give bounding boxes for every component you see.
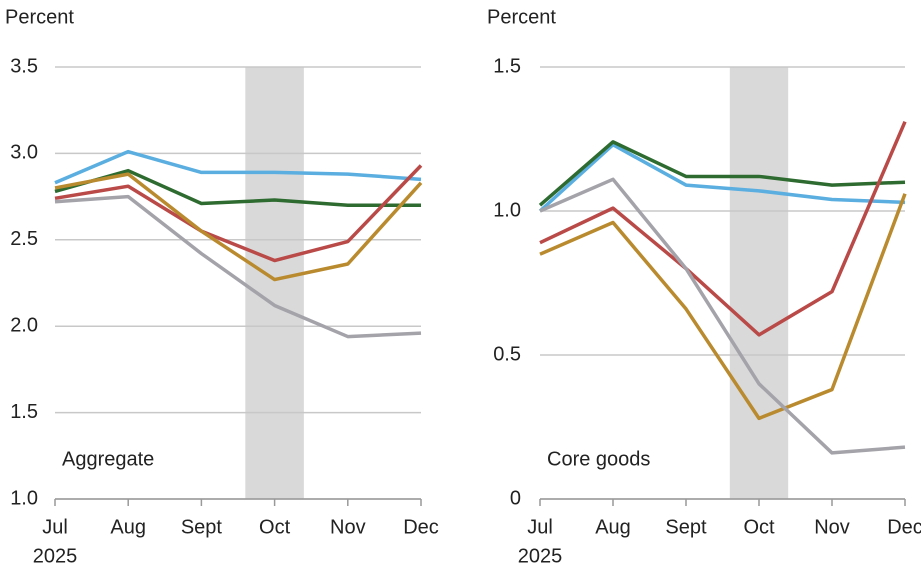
shaded-region bbox=[245, 67, 304, 499]
series-line bbox=[54, 194, 422, 339]
y-tick-label: 0 bbox=[510, 487, 521, 509]
series-line bbox=[54, 164, 423, 263]
y-tick-label: 2.0 bbox=[10, 314, 38, 336]
y-axis-label: Percent bbox=[487, 6, 556, 28]
x-tick-label: Dec bbox=[887, 516, 921, 538]
series-line bbox=[539, 193, 907, 421]
x-tick-label: Aug bbox=[110, 516, 146, 538]
y-tick-label: 2.5 bbox=[10, 228, 38, 250]
series-line bbox=[54, 149, 422, 185]
y-tick-label: 1.0 bbox=[493, 199, 521, 221]
series-line bbox=[54, 168, 421, 207]
y-tick-label: 3.5 bbox=[10, 55, 38, 77]
year-label: 2025 bbox=[518, 545, 563, 567]
x-tick-label: Jul bbox=[527, 516, 553, 538]
year-label: 2025 bbox=[33, 545, 78, 567]
x-tick-label: Nov bbox=[330, 516, 366, 538]
y-tick-label: 3.0 bbox=[10, 142, 38, 164]
series-line bbox=[538, 140, 906, 207]
y-tick-label: 1.5 bbox=[10, 401, 38, 423]
y-axis-label: Percent bbox=[5, 6, 74, 28]
annotation: Core goods bbox=[547, 448, 650, 470]
y-tick-label: 1.5 bbox=[493, 55, 521, 77]
x-tick-label: Oct bbox=[743, 516, 775, 538]
series-line bbox=[539, 177, 906, 455]
x-tick-label: Oct bbox=[259, 516, 291, 538]
y-tick-label: 1.0 bbox=[10, 487, 38, 509]
series-line bbox=[54, 172, 423, 282]
x-tick-label: Jul bbox=[42, 516, 68, 538]
x-tick-label: Dec bbox=[403, 516, 439, 538]
x-tick-label: Sept bbox=[665, 516, 707, 538]
annotation: Aggregate bbox=[62, 448, 154, 470]
x-tick-label: Sept bbox=[181, 516, 223, 538]
shaded-region bbox=[729, 67, 789, 499]
series-line bbox=[538, 143, 906, 213]
x-tick-label: Nov bbox=[814, 516, 850, 538]
series-line bbox=[539, 121, 907, 337]
x-tick-label: Aug bbox=[595, 516, 631, 538]
y-tick-label: 0.5 bbox=[493, 343, 521, 365]
